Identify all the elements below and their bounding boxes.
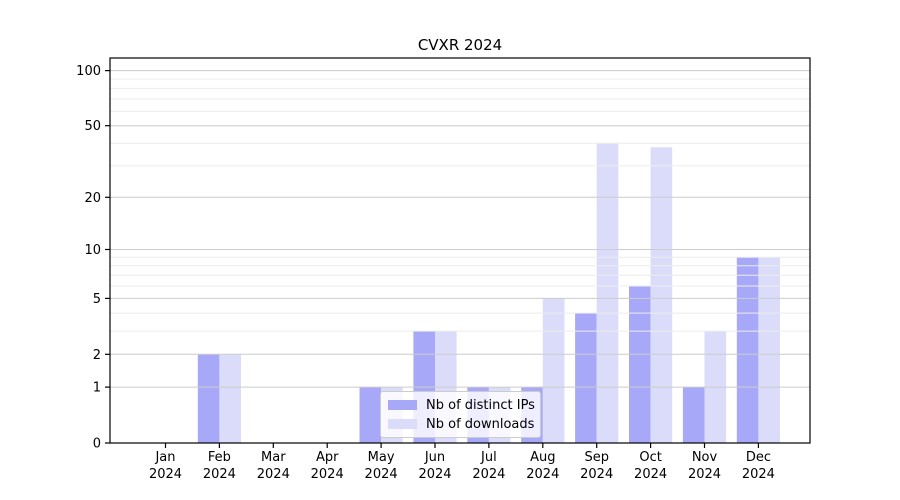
legend-label-distinct-ips: Nb of distinct IPs	[426, 397, 535, 413]
axes-spines	[109, 57, 811, 444]
x-tick-label-year: 2024	[418, 467, 451, 482]
x-tick-label-month: Sep	[584, 450, 609, 465]
bar-distinct-ips-sep	[575, 313, 597, 443]
x-tick-label-year: 2024	[257, 467, 290, 482]
x-tick-label-year: 2024	[149, 467, 182, 482]
x-tick-label-month: Nov	[692, 450, 718, 465]
bar-downloads-dec	[758, 257, 780, 443]
x-tick-label-month: Jan	[154, 450, 175, 465]
legend-swatch-downloads	[388, 419, 417, 429]
x-tick-label-year: 2024	[580, 467, 613, 482]
x-tick-label-month: Jun	[424, 450, 445, 465]
bar-distinct-ips-nov	[682, 387, 705, 443]
bar-downloads-oct	[650, 147, 673, 444]
x-tick-label-year: 2024	[203, 467, 236, 482]
x-tick-label-month: May	[368, 450, 395, 465]
bar-distinct-ips-feb	[197, 354, 220, 443]
x-tick-label-year: 2024	[526, 467, 559, 482]
x-tick-label-month: Feb	[208, 450, 231, 465]
y-tick-label: 20	[84, 191, 101, 206]
y-tick-label: 1	[93, 381, 101, 396]
chart-title: CVXR 2024	[417, 36, 503, 54]
legend-entry-distinct-ips: Nb of distinct IPs	[388, 397, 535, 413]
bar-distinct-ips-may	[359, 387, 382, 443]
legend-swatch-distinct-ips	[388, 400, 417, 410]
x-tick-label-year: 2024	[688, 467, 721, 482]
x-tick-label-month: Dec	[746, 450, 771, 465]
x-tick-label-year: 2024	[742, 467, 775, 482]
y-tick-label: 100	[76, 64, 101, 79]
x-tick-label-year: 2024	[365, 467, 398, 482]
y-tick-label: 10	[84, 243, 101, 258]
x-tick-label-year: 2024	[634, 467, 667, 482]
x-tick-label-month: Aug	[530, 450, 555, 465]
legend-entry-downloads: Nb of downloads	[388, 416, 535, 432]
x-tick-label-month: Apr	[316, 450, 339, 465]
x-tick-label-year: 2024	[472, 467, 505, 482]
legend: Nb of distinct IPs Nb of downloads	[380, 391, 541, 438]
x-tick-label-year: 2024	[311, 467, 344, 482]
y-tick-label: 2	[93, 348, 101, 363]
legend-label-downloads: Nb of downloads	[426, 416, 535, 432]
bar-downloads-feb	[219, 354, 241, 443]
x-tick-label-month: Oct	[639, 450, 661, 465]
x-tick-label-month: Mar	[261, 450, 286, 465]
bar-distinct-ips-oct	[629, 286, 651, 443]
y-tick-label: 0	[93, 437, 101, 452]
y-tick-label: 5	[93, 292, 101, 307]
x-tick-label-month: Jul	[480, 450, 497, 465]
bar-distinct-ips-dec	[736, 257, 759, 443]
bar-downloads-aug	[542, 298, 565, 443]
y-tick-label: 50	[84, 119, 101, 134]
bar-downloads-sep	[596, 143, 619, 444]
